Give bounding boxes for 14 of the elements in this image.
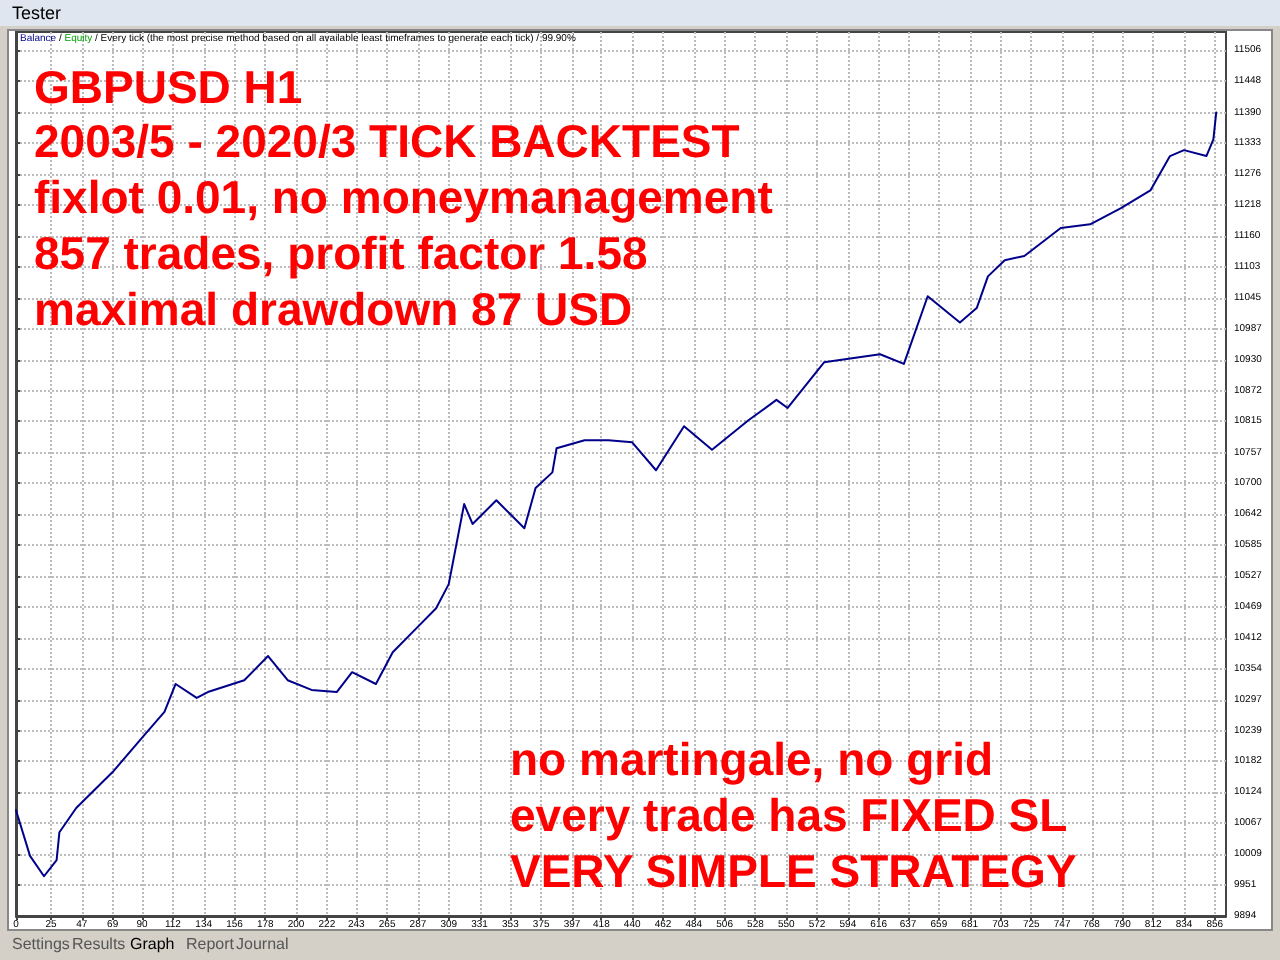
text: Graph bbox=[130, 935, 175, 953]
text: Results bbox=[72, 935, 126, 953]
text: Journal bbox=[236, 935, 289, 953]
annotation: every trade has FIXED SL bbox=[510, 789, 1068, 841]
annotation: 2003/5 - 2020/3 TICK BACKTEST bbox=[34, 115, 740, 167]
annotation: no martingale, no grid bbox=[510, 733, 994, 785]
text: Settings bbox=[12, 935, 70, 953]
annotation: 857 trades, profit factor 1.58 bbox=[34, 227, 648, 279]
text: GBPUSD H1 bbox=[34, 61, 303, 113]
annotation: fixlot 0.01, no moneymanagement bbox=[34, 171, 774, 223]
annotation: maximal drawdown 87 USD bbox=[34, 283, 633, 335]
annotation: VERY SIMPLE STRATEGY bbox=[510, 845, 1077, 897]
text: Report bbox=[186, 935, 236, 953]
text: Tester bbox=[12, 3, 62, 23]
